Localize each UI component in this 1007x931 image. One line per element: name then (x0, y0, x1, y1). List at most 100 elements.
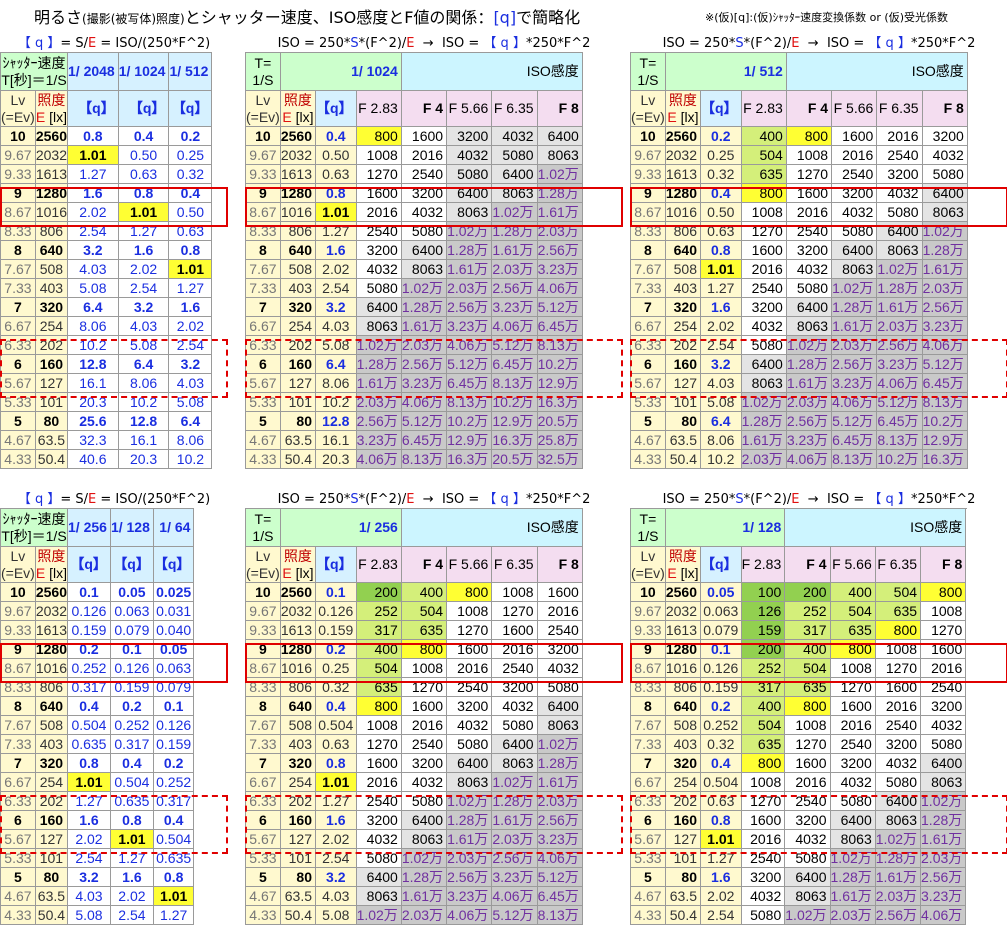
iso-value-cell: 4032 (355, 259, 402, 279)
shutter-value: 1/ 512 (664, 52, 787, 91)
iso-value-cell: 6400 (740, 354, 787, 374)
iso-value-cell: 1270 (785, 164, 833, 184)
lux-cell: 1613 (34, 164, 69, 184)
lux-cell: 2032 (279, 145, 317, 165)
lv-cell: 10 (0, 582, 36, 602)
iso-value-cell: 1008 (400, 658, 448, 678)
iso-value-cell: 1.28万 (829, 867, 876, 887)
iso-value-cell: 1.61万 (740, 430, 787, 450)
q-value-cell: 0.2 (700, 126, 742, 146)
table-row: 7.33 403 1.27 2540 5080 1.02万 1.28万 2.03万 (630, 278, 968, 298)
table-row: 4.33 50.4 5.08 2.54 1.27 (0, 905, 195, 925)
table-row: 4.33 50.4 2.54 5080 1.02万 2.03万 2.56万 4.06万 (630, 905, 967, 925)
iso-value-cell: 504 (740, 145, 787, 165)
lux-cell: 80 (664, 411, 702, 431)
q-value-cell: 0.4 (109, 753, 154, 773)
iso-value-cell: 3200 (829, 753, 876, 773)
iso-value-cell: 5.12万 (536, 867, 583, 887)
q-value-cell: 0.4 (700, 753, 742, 773)
q-value-cell: 4.03 (67, 886, 111, 906)
q-value-cell: 0.1 (152, 696, 195, 716)
iso-value-cell: 1.28万 (920, 810, 967, 830)
iso-value-cell: 1.61万 (874, 867, 922, 887)
q-value-cell: 0.2 (109, 696, 154, 716)
lv-header: Lv (=Ev) (0, 546, 36, 583)
table-row: 8.67 1016 0.252 0.126 0.063 (0, 658, 195, 678)
iso-value-cell: 6400 (829, 810, 876, 830)
lux-cell: 1016 (664, 202, 702, 222)
lux-cell: 1016 (279, 658, 317, 678)
table-row: 10 2560 0.8 0.4 0.2 (0, 126, 213, 146)
f-number-header: F 8 (536, 546, 583, 583)
iso-value-cell: 2.03万 (491, 829, 538, 849)
iso-value-cell: 2016 (740, 259, 787, 279)
highlight-box-dashed (245, 795, 623, 854)
q-value-cell: 1.01 (67, 772, 111, 792)
lv-cell: 7.33 (0, 734, 36, 754)
iso-value-cell: 5080 (874, 772, 922, 792)
iso-value-cell: 4.06万 (355, 449, 402, 469)
q-value-cell: 8.06 (117, 373, 170, 393)
lv-cell: 7 (0, 753, 36, 773)
iso-value-cell: 20.5万 (491, 449, 538, 469)
lux-cell: 50.4 (34, 905, 69, 925)
q-value-cell: 0.4 (315, 126, 357, 146)
table-row: 5 80 6.4 1.28万 2.56万 5.12万 6.45万 10.2万 (630, 411, 968, 431)
q-value-cell: 1.27 (67, 164, 119, 184)
q-value-cell: 0.05 (700, 582, 742, 602)
table-row: 8.67 1016 1.01 2016 4032 8063 1.02万 1.61万 (245, 202, 583, 222)
iso-value-cell: 8063 (400, 259, 448, 279)
lv-cell: 9.33 (0, 164, 36, 184)
lux-cell: 2560 (664, 126, 702, 146)
iso-value-cell: 800 (920, 582, 967, 602)
lv-cell: 5 (0, 411, 36, 431)
lv-cell: 8 (0, 696, 36, 716)
q-value-cell: 0.8 (67, 753, 111, 773)
iso-value-cell: 8.13万 (831, 449, 878, 469)
q-value-cell: 1.6 (700, 297, 742, 317)
iso-value-cell: 252 (355, 601, 402, 621)
q-value-cell: 0.504 (67, 715, 111, 735)
iso-value-cell: 5080 (921, 164, 968, 184)
lv-cell: 9.67 (630, 601, 666, 621)
table-row: 5.67 127 8.06 1.61万 3.23万 6.45万 8.13万 12.9万 (245, 373, 583, 393)
q-table-tl: ｼｬｯﾀｰ速度 T[秒]＝1/S 1/ 2048 1/ 1024 1/ 512 Lv (=E… (0, 52, 213, 469)
q-value-cell: 1.27 (700, 278, 742, 298)
lux-cell: 320 (664, 753, 702, 773)
lv-cell: 4.33 (630, 905, 666, 925)
iso-value-cell: 1270 (920, 620, 967, 640)
table-row: 9.33 1613 1.27 0.63 0.32 (0, 164, 213, 184)
lux-cell: 640 (34, 696, 69, 716)
highlight-box-dashed (0, 339, 228, 398)
q-value-cell: 0.63 (315, 734, 357, 754)
q-value-cell: 1.01 (109, 829, 154, 849)
iso-value-cell: 635 (874, 601, 922, 621)
q-value-cell: 20.3 (117, 449, 170, 469)
lux-cell: 80 (34, 867, 69, 887)
lux-cell: 127 (664, 829, 702, 849)
lux-cell: 2032 (664, 601, 702, 621)
iso-value-cell: 2016 (831, 145, 878, 165)
table-row: 7.67 508 1.01 2016 4032 8063 1.02万 1.61万 (630, 259, 968, 279)
q-value-cell: 1.6 (700, 867, 742, 887)
q-value-cell: 0.50 (117, 145, 170, 165)
formula-iso: ISO = 250*S*(F^2)/E → ISO = 【 q 】*250*F^… (277, 492, 591, 507)
lv-header: Lv (=Ev) (0, 90, 36, 127)
q-value-cell: 5.08 (315, 905, 357, 925)
iso-value-cell: 3200 (446, 696, 493, 716)
q-value-cell: 0.8 (700, 240, 742, 260)
lux-cell: 1613 (34, 620, 69, 640)
q-value-cell: 0.079 (700, 620, 742, 640)
q-value-cell: 4.03 (67, 259, 119, 279)
iso-value-cell: 1.28万 (831, 297, 878, 317)
lux-cell: 160 (34, 354, 69, 374)
q-value-cell: 0.2 (700, 696, 742, 716)
iso-value-cell: 6400 (355, 297, 402, 317)
table-row: 8 640 1.6 3200 6400 1.28万 1.61万 2.56万 (245, 240, 583, 260)
f-number-header: F 4 (784, 546, 831, 583)
table-row: 4.33 50.4 10.2 2.03万 4.06万 8.13万 10.2万 16.3万 (630, 449, 968, 469)
lv-cell: 9.67 (0, 145, 36, 165)
iso-value-cell: 6.45万 (831, 430, 878, 450)
q-value-cell: 0.8 (67, 126, 119, 146)
lv-cell: 4.67 (630, 430, 666, 450)
